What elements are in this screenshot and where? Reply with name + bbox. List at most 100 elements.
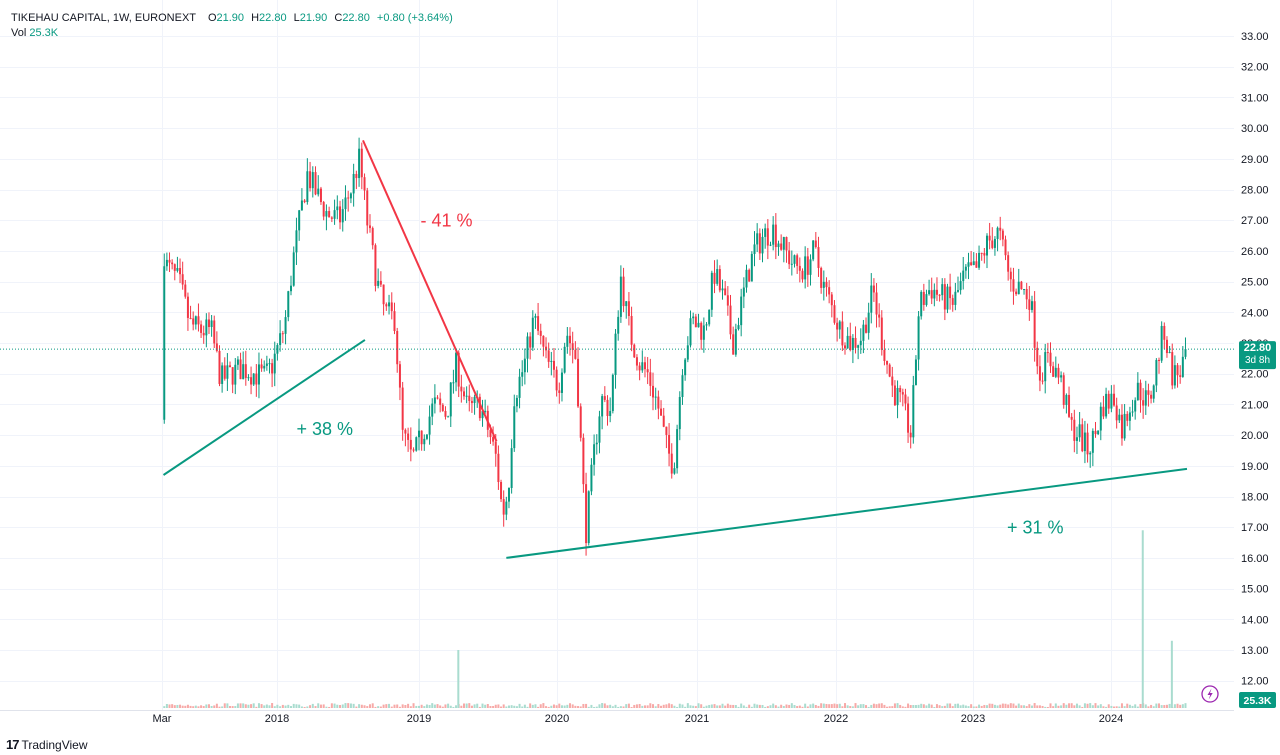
lightning-icon[interactable]: [1201, 685, 1219, 703]
candle-body: [371, 228, 374, 246]
candle-body: [980, 252, 983, 254]
volume-bar: [857, 705, 860, 708]
volume-bar: [268, 705, 271, 708]
symbol-title[interactable]: TIKEHAU CAPITAL, 1W, EURONEXT: [11, 12, 196, 24]
volume-bar: [1038, 705, 1041, 708]
candle-body: [355, 173, 358, 179]
candle-body: [606, 399, 609, 417]
volume-bar: [1128, 704, 1131, 708]
tradingview-branding[interactable]: 17 TradingView: [6, 737, 88, 752]
volume-bar: [774, 705, 777, 708]
volume-bar: [555, 705, 558, 708]
candle-body: [750, 253, 753, 282]
candle-body: [742, 287, 745, 297]
volume-bar: [886, 706, 889, 708]
volume-bar: [171, 704, 174, 708]
trendline[interactable]: [162, 339, 366, 476]
candle-body: [281, 333, 284, 335]
volume-bar: [967, 706, 970, 708]
volume-bar: [347, 703, 350, 708]
candle-body: [257, 364, 260, 385]
candle-body: [649, 372, 652, 386]
candle-body: [967, 262, 970, 267]
candle-body: [681, 375, 684, 398]
candle-body: [899, 387, 902, 393]
candle-body: [1081, 424, 1084, 452]
volume-bar: [382, 704, 385, 708]
trend-annotation[interactable]: + 38 %: [296, 419, 353, 439]
volume-bar: [497, 704, 500, 708]
volume-bar: [547, 706, 550, 708]
volume-bar: [625, 704, 628, 708]
candle-body: [462, 391, 465, 397]
candle-body: [854, 337, 857, 348]
volume-bar: [917, 704, 920, 708]
volume-bar: [231, 706, 234, 708]
volume-bar: [355, 706, 358, 708]
volume-bar: [777, 706, 780, 708]
volume-bar: [558, 703, 561, 708]
volume-bar: [1139, 703, 1142, 708]
volume-bar: [740, 703, 743, 708]
volume-bar: [729, 704, 732, 708]
volume-bar: [566, 704, 569, 708]
volume-bar: [379, 706, 382, 708]
candle-body: [590, 464, 593, 492]
volume-bar: [828, 704, 831, 708]
time-axis-label: 2022: [824, 713, 848, 725]
candle-body: [959, 281, 962, 291]
candle-body: [1165, 339, 1168, 354]
candle-body: [946, 286, 949, 310]
volume-bar: [377, 706, 380, 708]
volume-bar: [734, 705, 737, 708]
candle-body: [780, 243, 783, 250]
volume-bar: [941, 706, 944, 708]
candle-body: [721, 288, 724, 291]
volume-bar: [891, 706, 894, 708]
trendline[interactable]: [506, 467, 1188, 559]
candle-body: [598, 416, 601, 443]
candle-body: [999, 227, 1002, 231]
candle-body: [290, 285, 293, 292]
price-axis-label: 12.00: [1241, 676, 1269, 688]
volume-bar: [949, 703, 952, 708]
candle-body: [729, 305, 732, 335]
volume-bar: [933, 706, 936, 708]
candle-body: [1073, 419, 1076, 441]
candle-body: [901, 392, 904, 395]
volume-bar: [1176, 703, 1179, 708]
volume-bar: [455, 705, 458, 708]
volume-bar: [710, 704, 713, 708]
candle-body: [250, 377, 253, 385]
trend-annotation[interactable]: + 31 %: [1007, 517, 1064, 537]
volume-bar: [433, 704, 436, 708]
volume-bar: [539, 704, 542, 708]
trend-annotation[interactable]: - 41 %: [421, 210, 473, 230]
volume-bar: [1155, 703, 1158, 708]
candle-body: [970, 262, 973, 266]
candle-body: [710, 272, 713, 310]
volume-bar: [649, 703, 652, 708]
volume-spike: [1170, 640, 1173, 708]
candle-body: [545, 346, 548, 351]
volume-bar: [560, 705, 563, 708]
volume-bar: [796, 706, 799, 708]
volume-bar: [880, 703, 883, 708]
volume-bar: [899, 704, 902, 708]
volume-bar: [358, 704, 361, 708]
volume-bar: [423, 706, 426, 708]
volume-bar: [938, 705, 941, 708]
volume-bar: [521, 706, 524, 708]
candle-body: [404, 429, 407, 434]
trendline[interactable]: [362, 139, 498, 442]
volume-bar: [996, 705, 999, 708]
candle-body: [322, 202, 325, 217]
volume-bar: [670, 704, 673, 708]
volume-bar: [1052, 706, 1055, 708]
candle-body: [1120, 414, 1123, 439]
volume-bar: [985, 705, 988, 708]
candle-body: [1115, 405, 1118, 421]
price-axis-label: 18.00: [1241, 492, 1269, 504]
volume-bar: [1062, 703, 1065, 708]
